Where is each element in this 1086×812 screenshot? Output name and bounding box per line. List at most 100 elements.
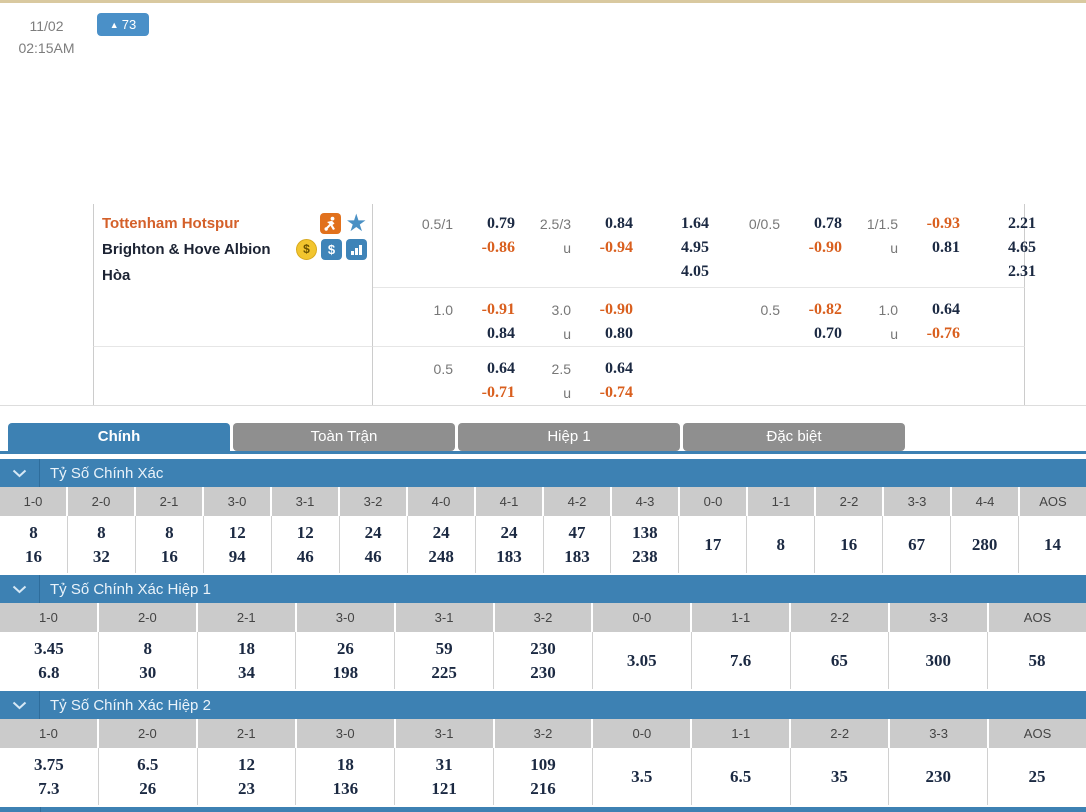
over-odds[interactable]: -0.93	[926, 215, 960, 232]
score-odds-value: 16	[24, 546, 42, 566]
score-column-header: 4-0	[408, 487, 476, 516]
more-markets-badge[interactable]: ▲ 73	[97, 13, 149, 36]
score-odds-cell[interactable]: 3.05	[593, 632, 692, 689]
score-odds-cell[interactable]: 59 225	[395, 632, 495, 689]
score-odds-cell[interactable]: 16	[815, 516, 884, 573]
score-column-header: 1-1	[748, 487, 816, 516]
tab-chinh[interactable]: Chính	[8, 423, 230, 451]
draw-odds[interactable]: 4.65	[1008, 239, 1036, 256]
score-odds-value: 12	[296, 522, 314, 542]
home-win-odds[interactable]: 2.21	[1008, 215, 1036, 232]
score-odds-cell[interactable]: 58	[988, 632, 1086, 689]
stats-bar-chart-icon[interactable]	[346, 238, 367, 260]
score-values-row: 8 16 8 32 8 16 12 94 12 46 24 46 24 248 24 183 47 183 138 2…	[0, 516, 1086, 573]
score-odds-cell[interactable]: 65	[791, 632, 890, 689]
score-odds-cell[interactable]: 280	[951, 516, 1020, 573]
tab-dac-biet[interactable]: Đặc biệt	[683, 423, 905, 451]
under-odds[interactable]: 0.81	[932, 239, 960, 256]
collapse-toggle[interactable]	[0, 459, 40, 487]
under-odds[interactable]: -0.94	[599, 239, 633, 256]
draw-odds[interactable]: 4.95	[681, 239, 709, 256]
handicap-away-odds[interactable]: -0.71	[481, 384, 515, 401]
score-odds-value: 8	[29, 522, 38, 542]
coin-odds-icon[interactable]: $	[296, 238, 317, 260]
score-odds-cell[interactable]: 230	[889, 748, 989, 805]
score-odds-cell[interactable]: 7.6	[692, 632, 791, 689]
score-column-header: 4-3	[612, 487, 680, 516]
under-odds[interactable]: -0.74	[599, 384, 633, 401]
money-dollar-icon[interactable]: $	[321, 238, 342, 260]
score-odds-cell[interactable]: 35	[791, 748, 890, 805]
chevron-down-icon	[12, 585, 27, 593]
score-odds-cell[interactable]: 230 230	[494, 632, 593, 689]
home-team-name[interactable]: Tottenham Hotspur	[102, 214, 240, 232]
handicap-home-odds[interactable]: 0.78	[814, 215, 842, 232]
score-values-row: 3.45 6.8 8 30 18 34 26 198 59 225 230 230 3.05 7.6 65 3…	[0, 632, 1086, 689]
score-odds-cell[interactable]: 31 121	[395, 748, 495, 805]
score-odds-cell[interactable]: 3.5	[593, 748, 692, 805]
score-odds-cell[interactable]: 18 34	[198, 632, 297, 689]
score-odds-cell[interactable]: 47 183	[544, 516, 612, 573]
live-soccer-icon[interactable]	[320, 212, 342, 234]
score-odds-cell[interactable]: 26 198	[296, 632, 396, 689]
away-win-odds[interactable]: 4.05	[681, 263, 709, 280]
score-odds-cell[interactable]: 8	[747, 516, 816, 573]
score-odds-cell[interactable]: 67	[883, 516, 952, 573]
score-odds-value: 23	[238, 778, 256, 798]
collapse-toggle[interactable]	[0, 691, 40, 719]
score-odds-cell[interactable]: 300	[889, 632, 989, 689]
score-odds-cell[interactable]: 6.5 26	[99, 748, 198, 805]
score-odds-cell[interactable]: 3.45 6.8	[0, 632, 99, 689]
score-odds-cell[interactable]: 8 16	[136, 516, 204, 573]
under-odds[interactable]: -0.76	[926, 325, 960, 342]
handicap-home-odds[interactable]: 0.64	[487, 360, 515, 377]
handicap-home-odds[interactable]: -0.82	[808, 301, 842, 318]
score-odds-cell[interactable]: 12 46	[272, 516, 340, 573]
over-odds[interactable]: 0.64	[605, 360, 633, 377]
away-win-odds[interactable]: 2.31	[1008, 263, 1036, 280]
score-odds-cell[interactable]: 8 32	[68, 516, 136, 573]
score-odds-cell[interactable]: 14	[1019, 516, 1086, 573]
handicap-home-odds[interactable]: 0.79	[487, 215, 515, 232]
score-odds-value: 3.05	[626, 650, 657, 670]
score-odds-cell[interactable]: 6.5	[692, 748, 791, 805]
under-odds[interactable]: 0.80	[605, 325, 633, 342]
score-odds-value: 24	[500, 522, 518, 542]
handicap-away-odds[interactable]: -0.90	[808, 239, 842, 256]
score-odds-cell[interactable]: 25	[988, 748, 1086, 805]
over-odds[interactable]: -0.90	[599, 301, 633, 318]
match-datetime: 11/02 02:15AM	[0, 3, 93, 204]
away-team-name[interactable]: Brighton & Hove Albion	[102, 240, 271, 258]
score-odds-value: 8	[143, 638, 152, 658]
score-odds-cell[interactable]: 24 183	[476, 516, 544, 573]
score-odds-cell[interactable]: 18 136	[296, 748, 396, 805]
under-prefix: u	[890, 240, 898, 256]
favorite-star-icon[interactable]: ★	[345, 209, 367, 237]
handicap-away-odds[interactable]: 0.70	[814, 325, 842, 342]
teams-cell-empty	[93, 347, 373, 405]
over-odds[interactable]: 0.64	[932, 301, 960, 318]
score-odds-cell[interactable]: 24 248	[408, 516, 476, 573]
score-odds-cell[interactable]: 109 216	[494, 748, 593, 805]
handicap-away-odds[interactable]: -0.86	[481, 239, 515, 256]
score-column-header: 1-0	[0, 719, 99, 748]
collapse-toggle[interactable]	[0, 575, 40, 603]
score-odds-cell[interactable]: 3.75 7.3	[0, 748, 99, 805]
score-odds-cell[interactable]: 12 94	[204, 516, 272, 573]
score-odds-cell[interactable]: 24 46	[340, 516, 408, 573]
score-odds-cell[interactable]: 138 238	[611, 516, 680, 573]
total-line: 1/1.5	[866, 216, 898, 232]
over-odds[interactable]: 0.84	[605, 215, 633, 232]
score-odds-value: 59	[435, 638, 453, 658]
home-win-odds[interactable]: 1.64	[681, 215, 709, 232]
score-odds-cell[interactable]: 12 23	[198, 748, 297, 805]
score-odds-cell[interactable]: 8 16	[0, 516, 68, 573]
tab-toan-tran[interactable]: Toàn Trận	[233, 423, 455, 451]
score-odds-value: 67	[908, 534, 926, 554]
handicap-home-odds[interactable]: -0.91	[481, 301, 515, 318]
score-odds-value: 46	[296, 546, 314, 566]
handicap-away-odds[interactable]: 0.84	[487, 325, 515, 342]
score-odds-cell[interactable]: 8 30	[99, 632, 198, 689]
score-odds-cell[interactable]: 17	[679, 516, 748, 573]
tab-hiep-1[interactable]: Hiệp 1	[458, 423, 680, 451]
